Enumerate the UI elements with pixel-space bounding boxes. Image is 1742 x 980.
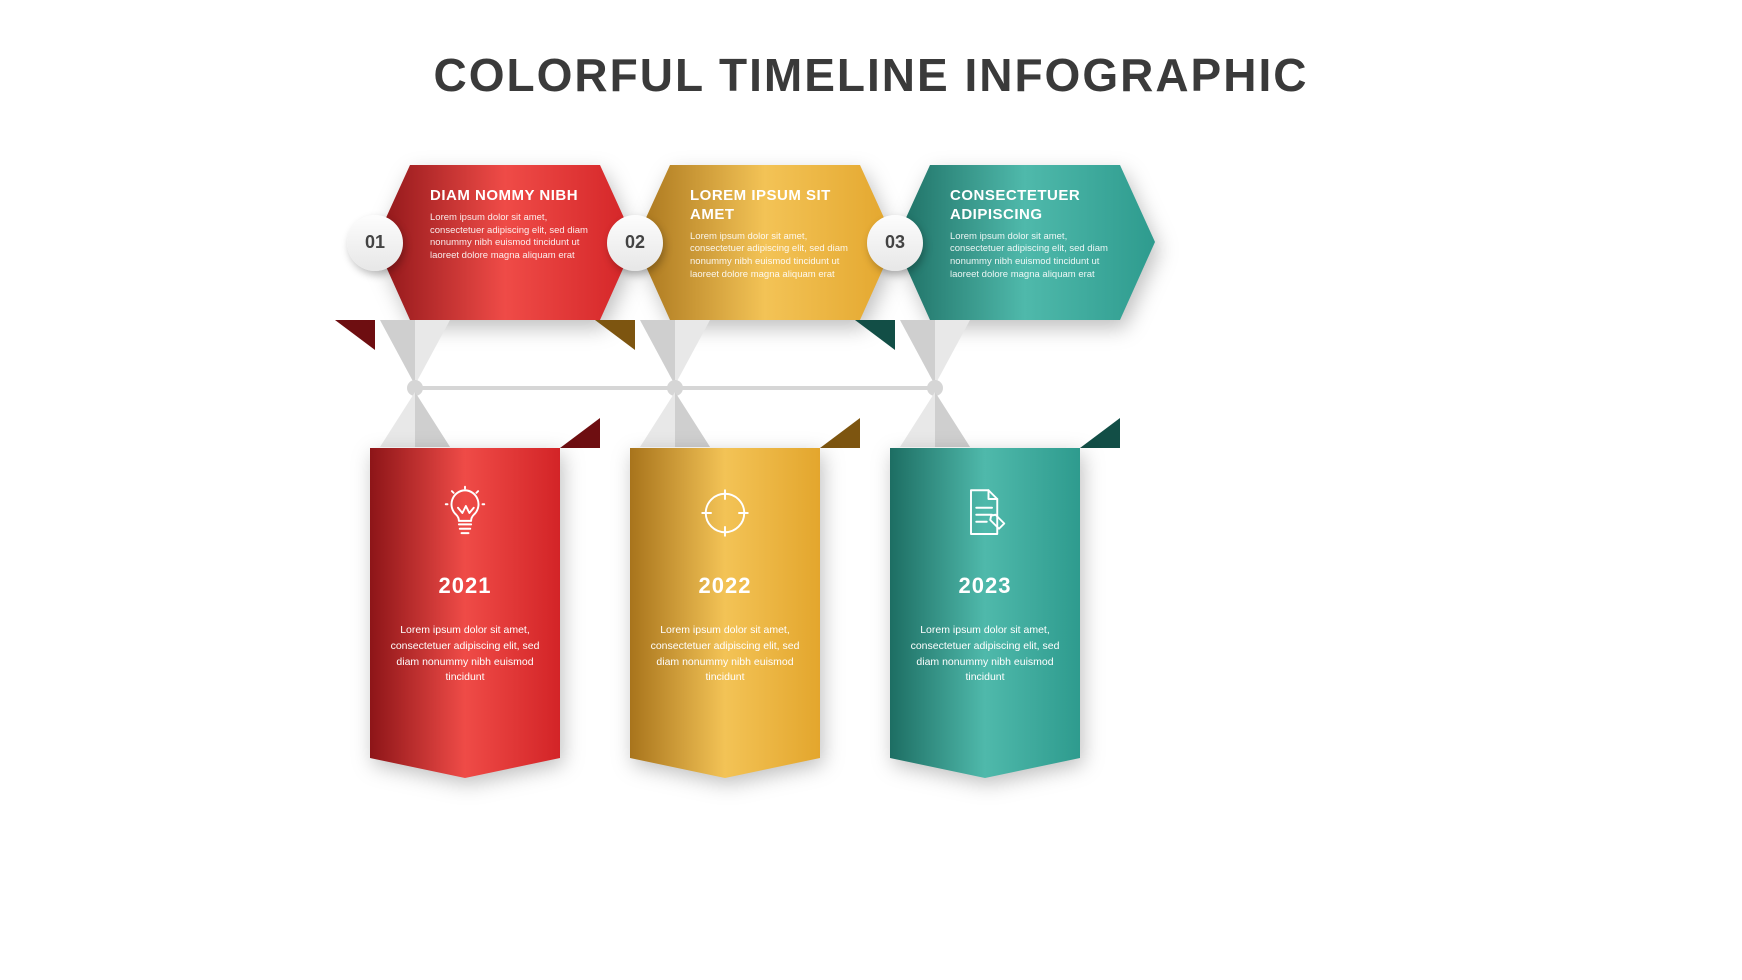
- card-fold-shadow: [1080, 418, 1120, 448]
- document-edit-icon: [890, 483, 1080, 543]
- step-heading: LOREM IPSUM SIT AMET: [690, 187, 855, 225]
- step-body: Lorem ipsum dolor sit amet, consectetuer…: [690, 231, 855, 282]
- card-pointer-up: [640, 392, 710, 447]
- card-fold-shadow: [820, 418, 860, 448]
- year-card-2021: 2021 Lorem ipsum dolor sit amet, consect…: [370, 448, 560, 778]
- step-pointer-down: [900, 320, 970, 385]
- infographic-canvas: COLORFUL TIMELINE INFOGRAPHIC DIAM NOMMY…: [0, 0, 1742, 980]
- step-pointer-down: [640, 320, 710, 385]
- year-card-2023: 2023 Lorem ipsum dolor sit amet, consect…: [890, 448, 1080, 778]
- step-fold-shadow: [595, 320, 635, 350]
- card-year: 2022: [630, 573, 820, 599]
- step-number-badge: 03: [867, 215, 923, 271]
- step-fold-shadow: [855, 320, 895, 350]
- step-body: Lorem ipsum dolor sit amet, consectetuer…: [950, 231, 1115, 282]
- card-pointer-up: [900, 392, 970, 447]
- target-icon: [630, 483, 820, 543]
- card-year: 2021: [370, 573, 560, 599]
- timeline-step-1: DIAM NOMMY NIBH Lorem ipsum dolor sit am…: [375, 165, 635, 320]
- card-description: Lorem ipsum dolor sit amet, consectetuer…: [388, 623, 542, 686]
- lightbulb-idea-icon: [370, 483, 560, 543]
- card-pointer-up: [380, 392, 450, 447]
- timeline-step-3: CONSECTETUER ADIPISCING Lorem ipsum dolo…: [895, 165, 1155, 320]
- step-heading: DIAM NOMMY NIBH: [430, 187, 595, 206]
- timeline-step-2: LOREM IPSUM SIT AMET Lorem ipsum dolor s…: [635, 165, 895, 320]
- card-description: Lorem ipsum dolor sit amet, consectetuer…: [648, 623, 802, 686]
- card-description: Lorem ipsum dolor sit amet, consectetuer…: [908, 623, 1062, 686]
- step-fold-shadow: [335, 320, 375, 350]
- card-fold-shadow: [560, 418, 600, 448]
- card-year: 2023: [890, 573, 1080, 599]
- year-card-2022: 2022 Lorem ipsum dolor sit amet, consect…: [630, 448, 820, 778]
- step-heading: CONSECTETUER ADIPISCING: [950, 187, 1115, 225]
- step-body: Lorem ipsum dolor sit amet, consectetuer…: [430, 212, 595, 263]
- page-title: COLORFUL TIMELINE INFOGRAPHIC: [0, 48, 1742, 102]
- step-pointer-down: [380, 320, 450, 385]
- step-number-badge: 02: [607, 215, 663, 271]
- step-number-badge: 01: [347, 215, 403, 271]
